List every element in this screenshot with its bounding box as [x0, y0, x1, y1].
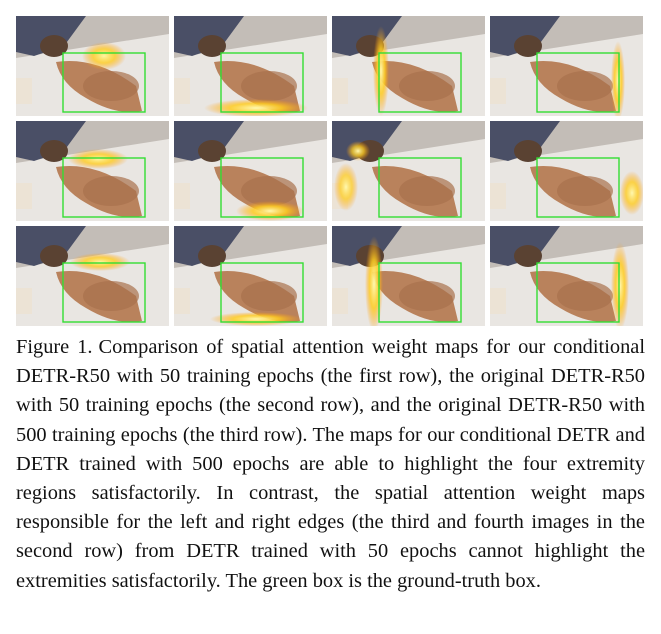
- attention-map-image: [174, 121, 327, 221]
- attention-map-image: [490, 121, 643, 221]
- attention-map-image: [16, 121, 169, 221]
- attention-map-image: [174, 226, 327, 326]
- attention-map-panel: [16, 121, 169, 221]
- attention-map-image: [332, 16, 485, 116]
- attention-map-image: [16, 16, 169, 116]
- attention-map-panel: [490, 16, 643, 116]
- attention-map-panel: [332, 16, 485, 116]
- figure-caption: Figure 1. Comparison of spatial attention…: [16, 333, 645, 596]
- attention-map-panel: [174, 121, 327, 221]
- figure-caption-text: Comparison of spatial attention weight m…: [16, 336, 645, 592]
- attention-map-panel: [490, 226, 643, 326]
- attention-map-panel: [16, 16, 169, 116]
- attention-map-image: [490, 226, 643, 326]
- attention-map-panel: [490, 121, 643, 221]
- attention-map-grid: [16, 16, 645, 326]
- attention-map-image: [16, 226, 169, 326]
- attention-map-panel: [332, 121, 485, 221]
- attention-map-panel: [16, 226, 169, 326]
- attention-map-image: [332, 226, 485, 326]
- figure-label: Figure 1.: [16, 336, 93, 358]
- attention-map-panel: [332, 226, 485, 326]
- attention-map-panel: [174, 226, 327, 326]
- attention-map-panel: [174, 16, 327, 116]
- attention-map-image: [332, 121, 485, 221]
- attention-map-image: [490, 16, 643, 116]
- attention-map-image: [174, 16, 327, 116]
